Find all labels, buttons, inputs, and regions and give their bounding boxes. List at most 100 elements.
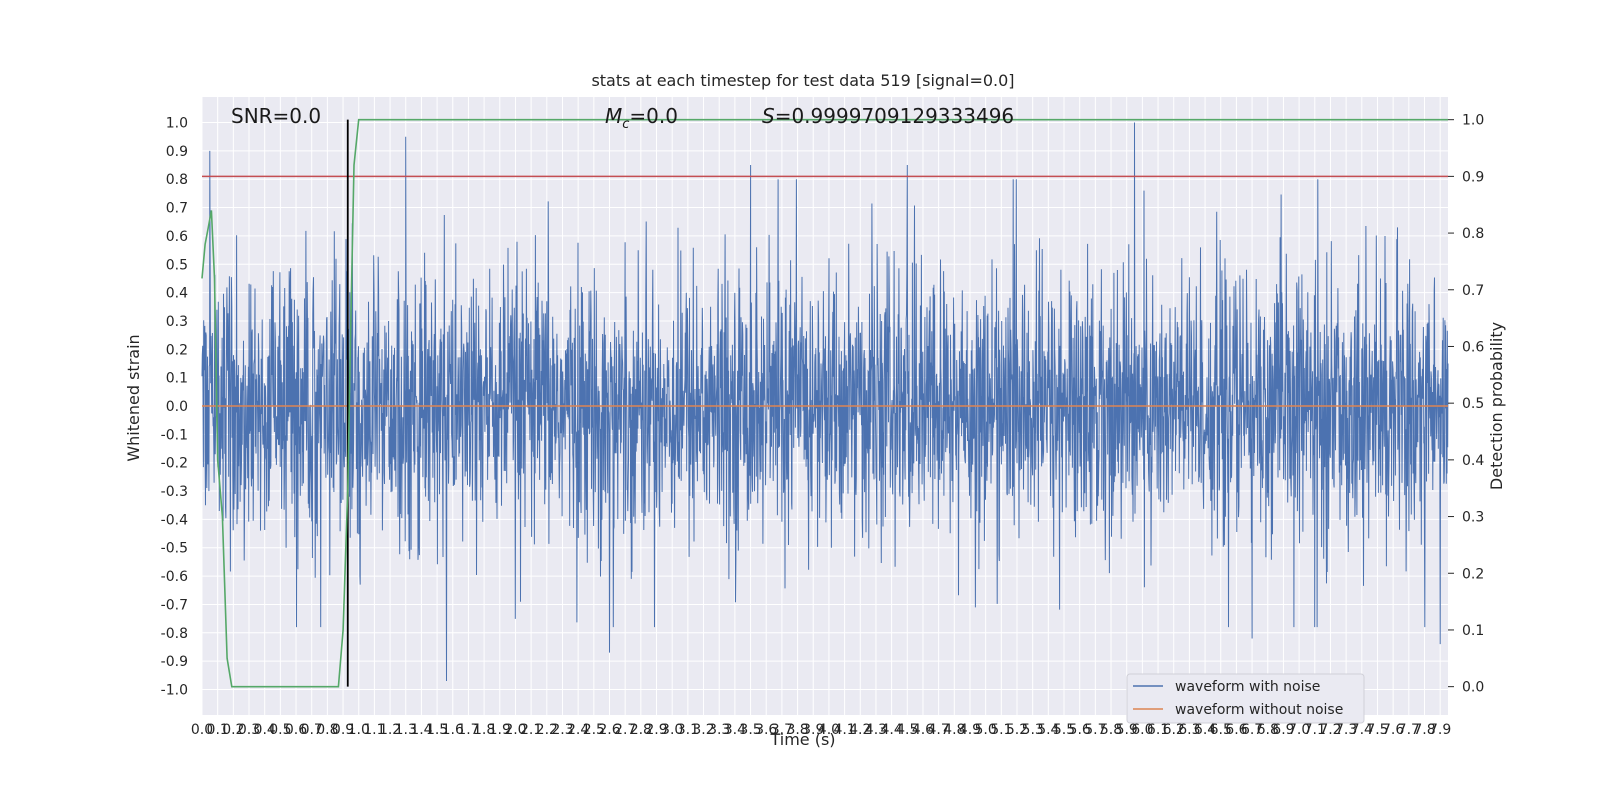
x-tick-label: 7.2 [1319,722,1341,738]
y-tick-label: -0.6 [161,569,188,585]
y-tick-label: 1.0 [166,116,188,132]
x-tick-label: 0.5 [269,722,291,738]
x-tick-label: 6.5 [1210,722,1232,738]
y-tick-label: -0.5 [161,541,188,557]
y-tick-label: 0.5 [166,257,188,273]
waveform-with-noise-series [201,122,1449,682]
x-tick-label: 2.1 [520,722,542,738]
y2-tick-label: 0.1 [1462,623,1484,639]
y2-tick-label: 0.3 [1462,510,1484,526]
x-tick-label: 4.5 [896,722,918,738]
x-tick-label: 4.7 [927,722,949,738]
x-axis-label: Time (s) [769,730,835,749]
x-tick-label: 0.7 [301,722,323,738]
y2-tick-label: 0.5 [1462,396,1484,412]
legend-box [1126,673,1365,724]
x-tick-label: 1.4 [410,722,432,738]
y-tick-label: -0.4 [161,512,188,528]
y-tick-label: -0.2 [161,456,188,472]
y-tick-label: -0.8 [161,626,188,642]
x-tick-label: 2.8 [630,722,652,738]
chart-title: stats at each timestep for test data 519… [591,71,1014,90]
x-tick-label: 1.6 [442,722,464,738]
x-tick-label: 0.8 [316,722,338,738]
y2-tick-label: 1.0 [1462,113,1484,129]
x-tick-label: 3.8 [786,722,808,738]
y-tick-label: 0.0 [166,399,188,415]
x-tick-label: 5.8 [1100,722,1122,738]
x-tick-label: 2.4 [567,722,589,738]
mc-symbol: M [605,104,622,128]
x-tick-label: 2.0 [504,722,526,738]
x-tick-label: 2.5 [583,722,605,738]
mc-subscript: c [622,117,629,132]
x-tick-label: 7.1 [1304,722,1326,738]
x-tick-label: 6.0 [1131,722,1153,738]
x-tick-label: 7.4 [1351,722,1373,738]
x-tick-label: 0.9 [332,722,354,738]
x-tick-label: 7.6 [1382,722,1404,738]
x-tick-label: 1.7 [457,722,479,738]
x-tick-label: 3.5 [739,722,761,738]
x-tick-label: 5.1 [990,722,1012,738]
y2-tick-label: 0.9 [1462,169,1484,185]
x-tick-label: 0.6 [285,722,307,738]
x-tick-label: 7.3 [1335,722,1357,738]
x-tick-label: 6.6 [1225,722,1247,738]
s-symbol: S [762,104,775,128]
x-tick-label: 4.6 [912,722,934,738]
x-tick-label: 6.7 [1241,722,1263,738]
x-tick-label: 4.0 [818,722,840,738]
x-tick-label: 1.5 [426,722,448,738]
y2-tick-label: 0.4 [1462,453,1484,469]
x-tick-label: 3.0 [661,722,683,738]
x-tick-label: 5.6 [1069,722,1091,738]
x-tick-label: 2.6 [598,722,620,738]
y-tick-label: 0.3 [166,314,188,330]
y-tick-label: 0.6 [166,229,188,245]
y2-axis-label: Detection probability [1487,322,1506,490]
ticks: 0.00.10.20.30.40.50.60.70.80.91.01.11.21… [161,113,1485,738]
x-tick-label: 1.3 [395,722,417,738]
x-tick-label: 5.7 [1084,722,1106,738]
y-tick-label: -0.1 [161,427,188,443]
x-tick-label: 7.8 [1413,722,1435,738]
x-tick-label: 5.9 [1116,722,1138,738]
x-tick-label: 6.2 [1163,722,1185,738]
x-tick-label: 1.0 [348,722,370,738]
x-tick-label: 7.9 [1429,722,1451,738]
x-tick-label: 7.7 [1398,722,1420,738]
x-tick-label: 1.9 [489,722,511,738]
x-tick-label: 3.7 [771,722,793,738]
x-tick-label: 0.2 [222,722,244,738]
x-tick-label: 4.9 [959,722,981,738]
x-tick-label: 0.4 [254,722,276,738]
x-tick-label: 0.0 [191,722,213,738]
legend-label-with-noise: waveform with noise [1175,679,1320,695]
y-tick-label: 0.4 [166,286,188,302]
s-annotation: S=0.9999709129333496 [762,104,1014,128]
x-tick-label: 6.4 [1194,722,1216,738]
x-tick-label: 4.1 [833,722,855,738]
x-tick-label: 5.0 [975,722,997,738]
y2-tick-label: 0.7 [1462,283,1484,299]
y2-tick-label: 0.8 [1462,226,1484,242]
x-tick-label: 4.3 [865,722,887,738]
x-tick-label: 3.6 [755,722,777,738]
y2-tick-label: 0.2 [1462,566,1484,582]
y-tick-label: 0.7 [166,201,188,217]
y-tick-label: -1.0 [161,682,188,698]
legend: waveform with noise waveform without noi… [1126,673,1365,724]
y-tick-label: -0.7 [161,597,188,613]
y-tick-label: 0.1 [166,371,188,387]
x-tick-label: 3.1 [677,722,699,738]
x-tick-label: 6.9 [1272,722,1294,738]
x-tick-label: 6.8 [1257,722,1279,738]
x-tick-label: 3.9 [802,722,824,738]
x-tick-label: 5.3 [1022,722,1044,738]
x-tick-label: 2.2 [536,722,558,738]
x-tick-label: 6.1 [1147,722,1169,738]
x-tick-label: 5.2 [1006,722,1028,738]
x-tick-label: 1.2 [379,722,401,738]
